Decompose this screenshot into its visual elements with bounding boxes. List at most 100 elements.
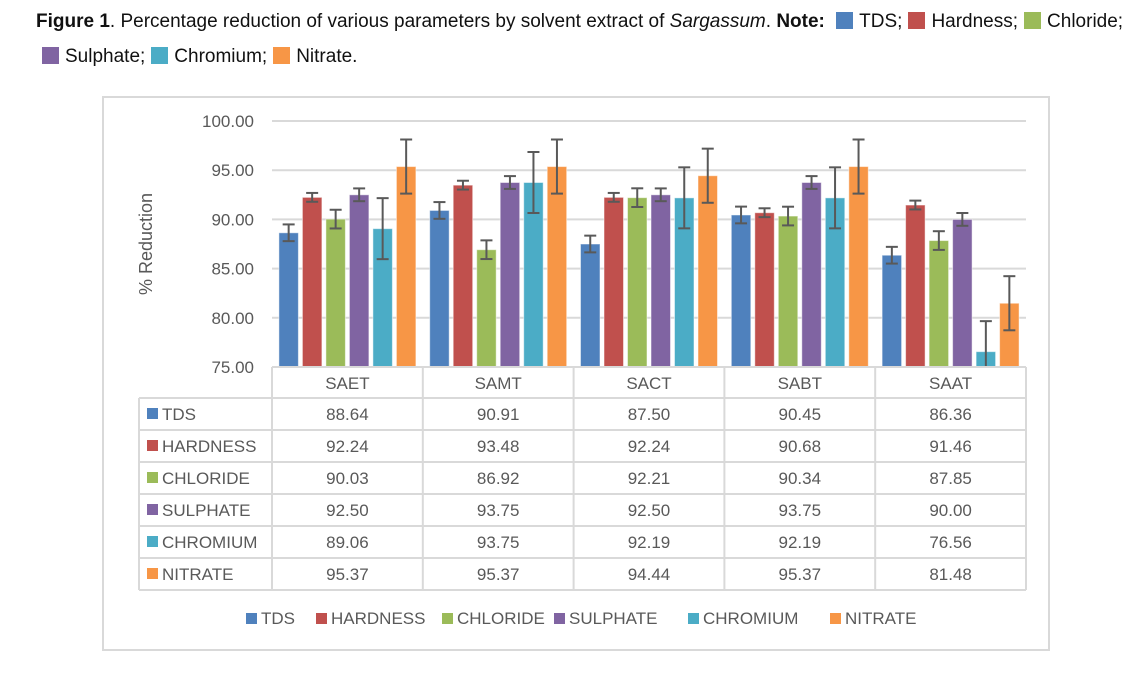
bar-chloride (476, 249, 497, 368)
table-cell-value: 87.50 (628, 405, 671, 424)
legend-key-icon (442, 613, 453, 624)
bar-sulphate (952, 218, 973, 368)
table-cell-value: 90.03 (326, 469, 369, 488)
table-cell-value: 81.48 (929, 565, 972, 584)
table-cell-value: 92.24 (628, 437, 671, 456)
y-tick-label: 100.00 (202, 112, 254, 131)
bar-sulphate (348, 194, 370, 368)
y-tick-label: 90.00 (211, 210, 254, 229)
table-cell-value: 91.46 (929, 437, 972, 456)
caption-legend-label: Chloride; (1047, 11, 1124, 32)
bar-nitrate (697, 175, 718, 368)
table-cell-value: 92.24 (326, 437, 369, 456)
table-series-label: TDS (162, 405, 196, 424)
legend-swatch-icon (151, 47, 169, 64)
table-series-label: HARDNESS (162, 437, 256, 456)
y-tick-label: 80.00 (211, 309, 254, 328)
bar-tds (730, 214, 752, 368)
caption-legend-item: Hardness; (908, 11, 1018, 32)
legend-key-icon (830, 613, 841, 624)
table-cell-value: 90.34 (779, 469, 822, 488)
y-tick-label: 85.00 (211, 260, 254, 279)
caption-legend-item: Chromium; (151, 46, 267, 67)
bar-hardness (452, 184, 474, 368)
x-category-label: SACT (626, 374, 671, 393)
figure-caption: Figure 1. Percentage reduction of variou… (36, 4, 1126, 74)
caption-text: . Percentage reduction of various parame… (109, 11, 670, 32)
table-legend-key-icon (147, 472, 158, 483)
table-cell-value: 90.91 (477, 405, 520, 424)
bar-hardness (905, 204, 926, 368)
table-legend-key-icon (147, 440, 158, 451)
table-cell-value: 95.37 (477, 565, 520, 584)
bar-hardness (603, 196, 624, 368)
bar-sulphate (801, 182, 822, 368)
legend-label: HARDNESS (331, 609, 425, 628)
table-cell-value: 93.75 (477, 501, 520, 520)
x-category-label: SAAT (929, 374, 972, 393)
y-tick-label: 95.00 (211, 161, 254, 180)
legend-swatch-icon (836, 12, 854, 29)
table-legend-key-icon (147, 408, 158, 419)
x-category-label: SABT (778, 374, 822, 393)
caption-legend-item: Chloride; (1024, 11, 1123, 32)
table-cell-value: 92.19 (779, 533, 822, 552)
caption-legend: TDS; Hardness; Chloride; Sulphate; Chromium;… (36, 11, 1123, 67)
table-cell-value: 90.00 (929, 501, 972, 520)
table-cell-value: 93.48 (477, 437, 520, 456)
x-category-label: SAET (325, 374, 369, 393)
caption-text-after: . (765, 11, 777, 32)
bar-hardness (754, 212, 775, 368)
table-cell-value: 93.75 (477, 533, 520, 552)
y-axis-label: % Reduction (136, 193, 156, 295)
bar-tds (278, 232, 299, 368)
table-cell-value: 86.36 (929, 405, 972, 424)
legend-label: CHROMIUM (703, 609, 798, 628)
note-label: Note: (776, 11, 825, 32)
legend-label: SULPHATE (569, 609, 658, 628)
table-cell-value: 95.37 (779, 565, 822, 584)
legend-key-icon (246, 613, 257, 624)
table-cell-value: 87.85 (929, 469, 972, 488)
table-cell-value: 90.68 (779, 437, 822, 456)
bar-tds (881, 254, 903, 368)
x-category-label: SAMT (475, 374, 522, 393)
table-cell-value: 92.19 (628, 533, 671, 552)
caption-legend-label: TDS; (859, 11, 903, 32)
table-cell-value: 88.64 (326, 405, 369, 424)
legend-label: CHLORIDE (457, 609, 545, 628)
legend-label: NITRATE (845, 609, 916, 628)
table-legend-key-icon (147, 536, 158, 547)
caption-legend-item: Nitrate. (273, 46, 357, 67)
y-tick-label: 75.00 (211, 358, 254, 377)
table-cell-value: 89.06 (326, 533, 369, 552)
bar-chloride (627, 197, 648, 368)
bar-nitrate (848, 166, 869, 368)
table-series-label: CHLORIDE (162, 469, 250, 488)
table-series-label: NITRATE (162, 565, 233, 584)
caption-legend-label: Sulphate; (65, 46, 146, 67)
table-cell-value: 86.92 (477, 469, 520, 488)
caption-legend-label: Chromium; (174, 46, 268, 67)
table-cell-value: 93.75 (779, 501, 822, 520)
table-cell-value: 92.50 (628, 501, 671, 520)
caption-legend-item: Sulphate; (42, 46, 145, 67)
bar-hardness (301, 196, 323, 368)
table-legend-key-icon (147, 504, 158, 515)
table-cell-value: 90.45 (779, 405, 822, 424)
chart-frame (102, 96, 1050, 651)
table-cell-value: 92.50 (326, 501, 369, 520)
caption-legend-label: Nitrate. (296, 46, 358, 67)
legend-swatch-icon (1024, 12, 1042, 29)
bar-tds (429, 209, 450, 368)
table-cell-value: 94.44 (628, 565, 671, 584)
table-cell-value: 95.37 (326, 565, 369, 584)
table-cell-value: 76.56 (929, 533, 972, 552)
bar-sulphate (650, 194, 671, 368)
table-series-label: SULPHATE (162, 501, 251, 520)
legend-key-icon (554, 613, 565, 624)
legend-key-icon (316, 613, 327, 624)
bar-tds (580, 243, 601, 368)
legend-swatch-icon (42, 47, 59, 64)
